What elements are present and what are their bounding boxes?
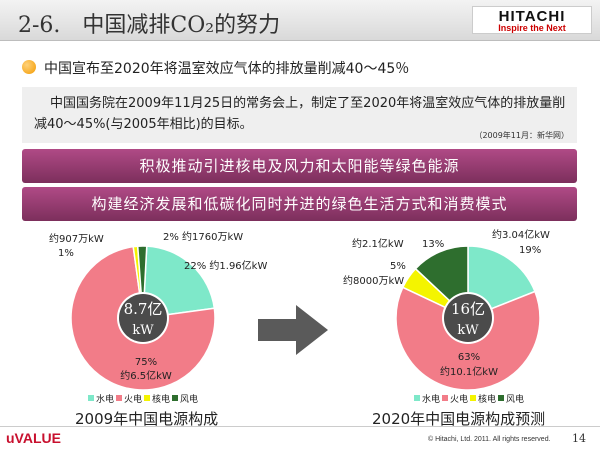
- pie-2009-data-label: 22% 约1.96亿kW: [184, 259, 267, 272]
- pie-2020-legend-label: 火电: [450, 393, 468, 405]
- pie-2020-data-label: 63%: [458, 352, 480, 363]
- pie-2009-legend-label: 水电: [96, 393, 114, 405]
- page-number: 14: [572, 432, 586, 445]
- pie-2009-legend-label: 风电: [180, 393, 198, 405]
- pie-charts: 8.7亿 kW 22% 约1.96亿kW 75%约6.5亿kW 1% 约907万kW 2% …: [49, 228, 550, 405]
- quote-text: 中国国务院在2009年11月25日的常务会上，制定了至2020年将温室效应气体的…: [34, 96, 566, 132]
- pie-2020-data-label: 19%: [519, 245, 541, 256]
- bullet-text: 中国宣布至2020年将温室效应气体的排放量削减40～45％: [44, 61, 410, 77]
- pie-2020-legend-swatch: [414, 395, 420, 401]
- pie-2009-legend-swatch: [172, 395, 178, 401]
- pie-2020-data-label: 约8000万kW: [343, 274, 404, 287]
- pie-2020-data-label: 13%: [422, 239, 444, 250]
- right-arrow-icon: [258, 305, 328, 355]
- pie-2020-center-label: kW: [457, 323, 479, 338]
- pie-2020-data-label: 约3.04亿kW: [492, 228, 550, 241]
- quote-box: 中国国务院在2009年11月25日的常务会上，制定了至2020年将温室效应气体的…: [22, 87, 577, 143]
- banner-green-energy: 积极推动引进核电及风力和太阳能等绿色能源: [22, 149, 577, 183]
- pie-2009-center-label: 8.7亿: [124, 300, 163, 318]
- pie-2020-legend-swatch: [498, 395, 504, 401]
- chart-caption-2020: 2020年中国电源构成预测: [372, 410, 546, 428]
- pie-2009-legend-label: 火电: [124, 393, 142, 405]
- pie-2009-data-label: 1%: [58, 248, 74, 259]
- pie-2020-legend-label: 核电: [478, 393, 496, 405]
- pie-2009-legend-swatch: [144, 395, 150, 401]
- pie-2009-center-label: kW: [132, 323, 154, 338]
- pie-2020-center-label: 16亿: [451, 300, 485, 318]
- banner-low-carbon: 构建经济发展和低碳化同时并进的绿色生活方式和消费模式: [22, 187, 577, 221]
- pie-2020-legend-label: 水电: [422, 393, 440, 405]
- chart-caption-2009: 2009年中国电源构成: [75, 410, 219, 428]
- uvalue-logo: uVALUE: [6, 430, 61, 446]
- pie-2020-center-disc: [444, 294, 492, 342]
- pie-2009-center-disc: [119, 294, 167, 342]
- brand-tagline: Inspire the Next: [498, 23, 566, 33]
- header-bar: 2-6. 中国减排CO₂的努力 HITACHI Inspire the Next: [0, 0, 600, 41]
- pie-2009-data-label: 约6.5亿kW: [120, 369, 172, 382]
- pie-2020-data-label: 5%: [390, 261, 406, 272]
- pie-2009-data-label: 约907万kW: [49, 232, 104, 245]
- pie-2020-legend-swatch: [470, 395, 476, 401]
- pie-2009-legend-swatch: [88, 395, 94, 401]
- pie-2009-legend-swatch: [116, 395, 122, 401]
- pie-2020-legend-label: 风电: [506, 393, 524, 405]
- pie-2009-data-label: 75%: [135, 357, 157, 368]
- footer-divider: [0, 426, 600, 427]
- pie-2009-data-label: 2% 约1760万kW: [163, 230, 243, 243]
- pie-2020-data-label: 约10.1亿kW: [440, 365, 498, 378]
- copyright-text: © Hitachi, Ltd. 2011. All rights reserve…: [428, 436, 551, 443]
- hitachi-logo: HITACHI Inspire the Next: [472, 6, 592, 34]
- bullet-dot-icon: [22, 60, 36, 74]
- pie-2009-slice-wind: [136, 245, 148, 319]
- page-title: 2-6. 中国减排CO₂的努力: [18, 13, 281, 38]
- quote-source: （2009年11月：新华网）: [474, 131, 569, 140]
- pie-chart-2020: 16亿 kW 约3.04亿kW 19% 63% 约10.1亿kW 5% 约8000万kW 约2.…: [343, 228, 550, 405]
- pie-2020-legend-swatch: [442, 395, 448, 401]
- brand-name: HITACHI: [498, 8, 566, 25]
- pie-2020-data-label: 约2.1亿kW: [352, 237, 404, 250]
- pie-chart-2009: 8.7亿 kW 22% 约1.96亿kW 75%约6.5亿kW 1% 约907万kW 2% …: [49, 230, 267, 405]
- pie-2009-legend-label: 核电: [152, 393, 170, 405]
